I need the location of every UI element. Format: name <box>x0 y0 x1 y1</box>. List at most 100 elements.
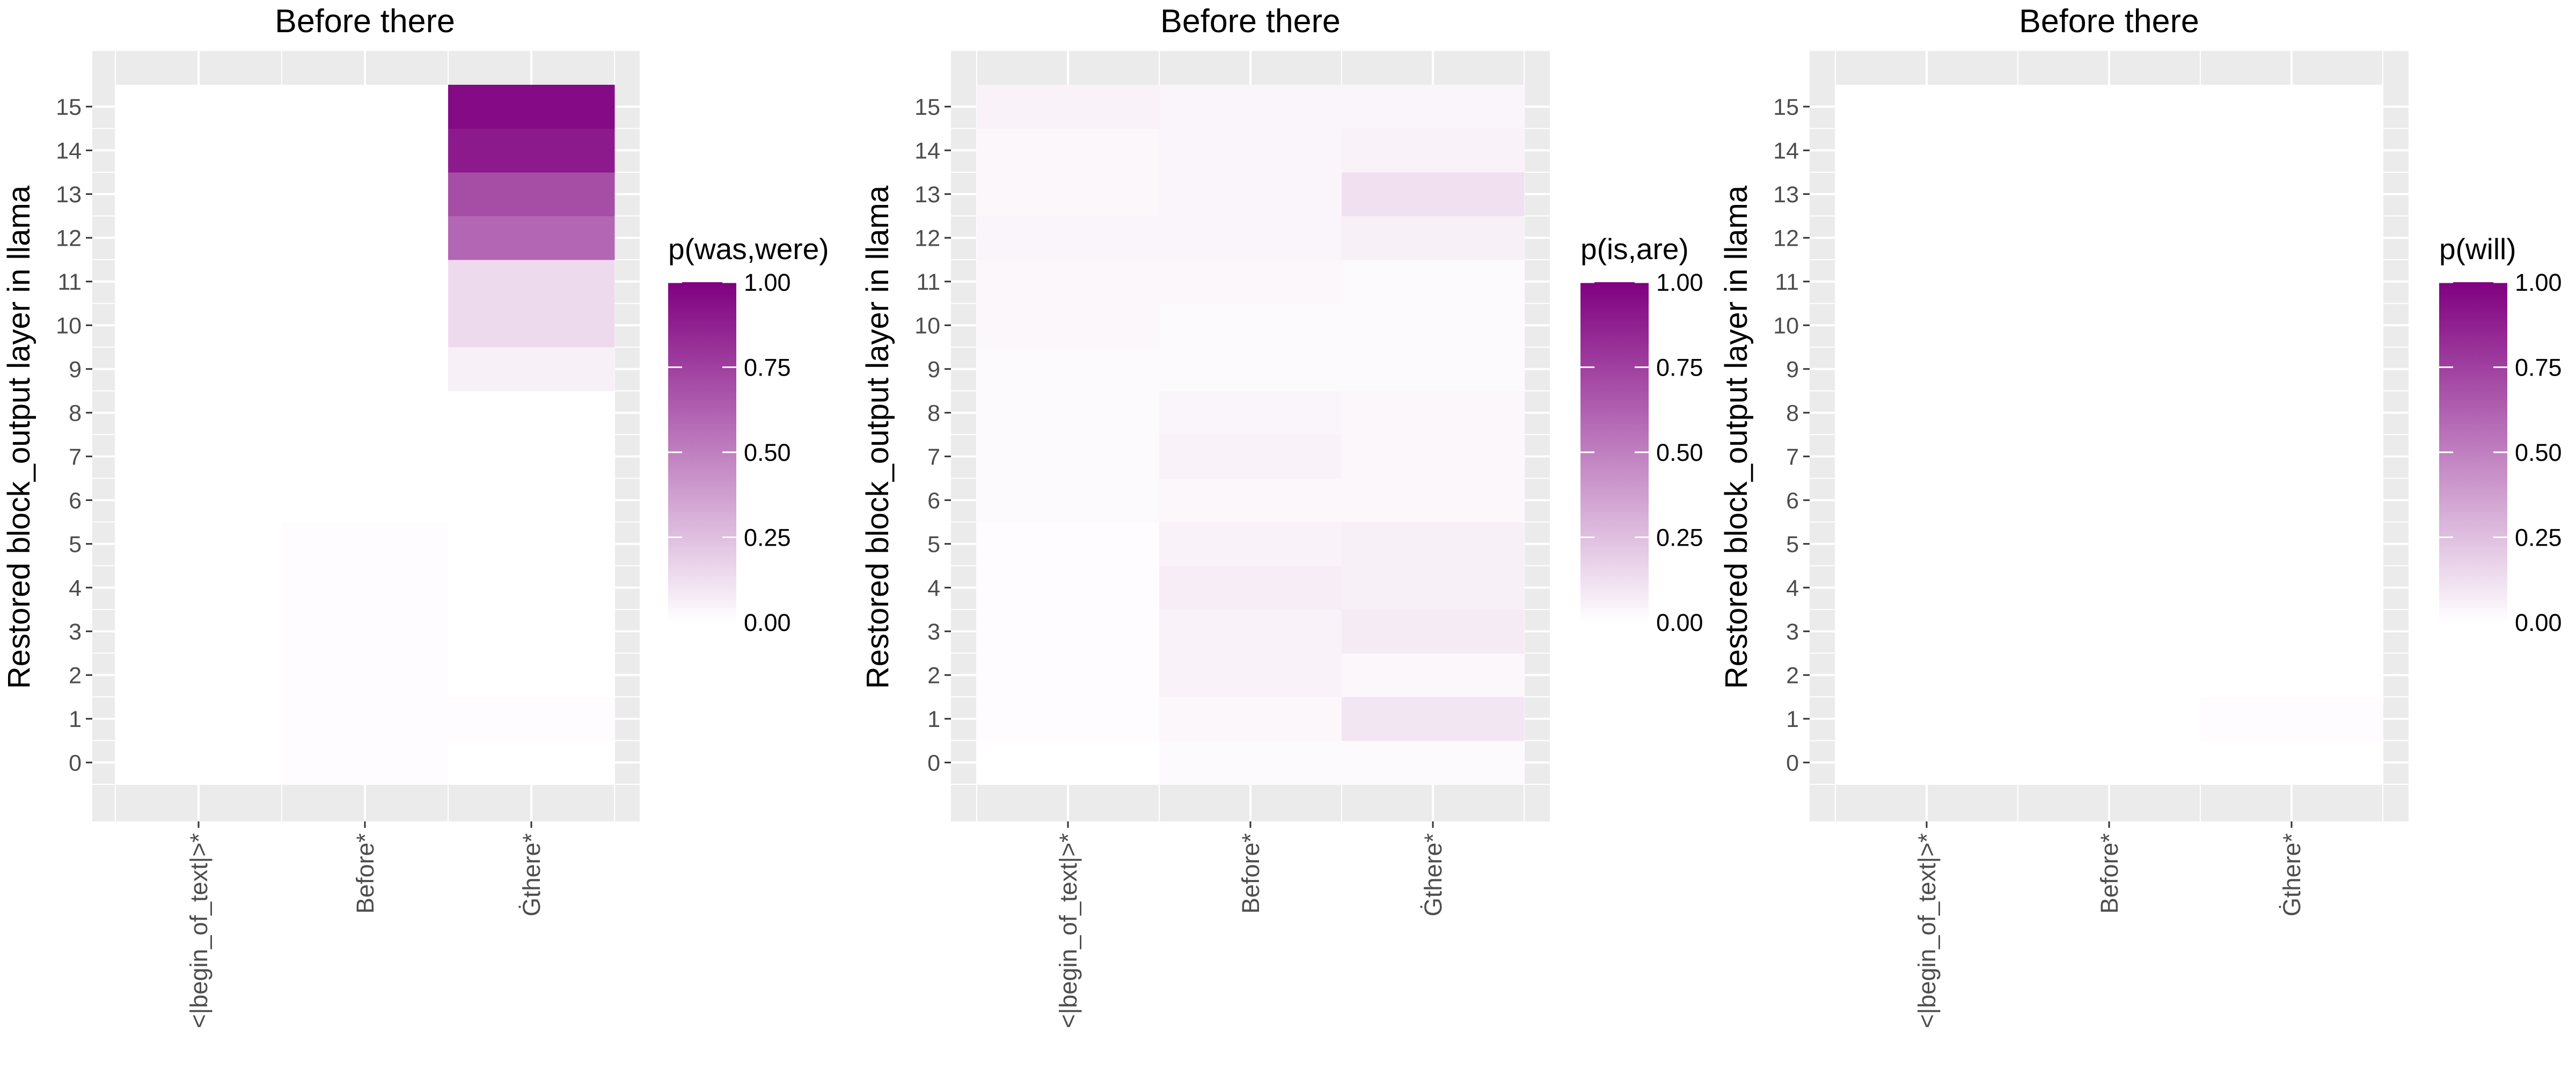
heatmap-panel-3: Before there Restored block_output layer… <box>1719 3 2562 1028</box>
heatmap-cell <box>115 260 282 304</box>
heatmap-cell <box>1159 172 1342 216</box>
heatmap-cell <box>115 435 282 479</box>
heatmap-cell <box>115 391 282 435</box>
heatmap-cell <box>448 697 615 741</box>
heatmap-cell <box>1835 653 2018 697</box>
heatmap-cell <box>448 653 615 697</box>
heatmap-cell <box>977 303 1160 348</box>
y-tick-label: 9 <box>1786 357 1799 383</box>
x-tick-label: Ġthere* <box>518 833 545 916</box>
y-tick-label: 10 <box>1773 313 1799 339</box>
heatmap-cell <box>282 260 449 304</box>
heatmap-panel-1: Before there Restored block_output layer… <box>2 3 829 1028</box>
heatmap-cell <box>448 85 615 129</box>
heatmap-cell <box>2018 303 2201 348</box>
panel-1-title: Before there <box>275 3 455 39</box>
heatmap-cell <box>448 260 615 304</box>
heatmap-cell <box>1835 391 2018 435</box>
heatmap-cell <box>282 435 449 479</box>
heatmap-cell <box>2018 260 2201 304</box>
heatmap-cell <box>1159 347 1342 391</box>
heatmap-cell <box>1342 172 1525 216</box>
y-tick-label: 9 <box>927 357 940 383</box>
heatmap-cell <box>1342 216 1525 260</box>
legend-tick-label: 0.25 <box>1656 524 1703 552</box>
heatmap-cell <box>1342 128 1525 173</box>
heatmap-cell <box>1159 391 1342 435</box>
y-tick-label: 8 <box>1786 400 1799 426</box>
heatmap-cell <box>1835 478 2018 523</box>
heatmap-cell <box>1835 697 2018 741</box>
heatmap-cell <box>1342 565 1525 610</box>
heatmap-cell <box>1835 740 2018 785</box>
heatmap-cell <box>2018 609 2201 653</box>
legend-tick-label: 1.00 <box>2515 269 2562 296</box>
y-tick-label: 2 <box>927 663 940 688</box>
heatmap-cell <box>1159 478 1342 523</box>
heatmap-cell <box>1835 128 2018 173</box>
heatmap-cell <box>1159 435 1342 479</box>
heatmap-cell <box>977 740 1160 785</box>
heatmap-cell <box>2200 478 2383 523</box>
panel-1-cells <box>115 85 615 785</box>
heatmap-cell <box>1159 216 1342 260</box>
heatmap-cell <box>2018 740 2201 785</box>
panel-1-legend-title: p(was,were) <box>668 232 829 266</box>
heatmap-cell <box>1342 347 1525 391</box>
panel-3-legend-ticks: 1.00 0.75 0.50 0.25 0.00 <box>2439 269 2562 636</box>
y-tick-label: 5 <box>69 532 82 557</box>
heatmap-cell <box>2200 216 2383 260</box>
heatmap-cell <box>282 653 449 697</box>
panel-2-cells <box>977 85 1525 785</box>
heatmap-cell <box>1159 697 1342 741</box>
heatmap-cell <box>1835 609 2018 653</box>
y-tick-label: 13 <box>914 182 940 208</box>
heatmap-cell <box>282 740 449 785</box>
heatmap-cell <box>1159 303 1342 348</box>
heatmap-cell <box>115 565 282 610</box>
panel-2-legend-ticks: 1.00 0.75 0.50 0.25 0.00 <box>1580 269 1703 636</box>
heatmap-cell <box>977 609 1160 653</box>
y-tick-label: 11 <box>1775 269 1799 295</box>
legend-tick-label: 0.25 <box>2515 524 2562 552</box>
heatmap-cell <box>2018 172 2201 216</box>
heatmap-cell <box>115 347 282 391</box>
heatmap-cell <box>2018 565 2201 610</box>
heatmap-cell <box>282 85 449 129</box>
y-tick-label: 0 <box>1786 750 1799 776</box>
y-tick-label: 1 <box>927 707 940 732</box>
heatmap-cell <box>2200 260 2383 304</box>
y-tick-label: 2 <box>1786 663 1799 688</box>
heatmap-cell <box>1835 172 2018 216</box>
y-tick-label: 11 <box>57 269 82 295</box>
y-tick-label: 14 <box>56 138 82 164</box>
y-tick-label: 15 <box>914 94 940 120</box>
panel-1-x-ticks: <|begin_of_text|>* Before* Ġthere* <box>185 821 545 1028</box>
x-tick-label: Before* <box>1237 833 1264 914</box>
heatmap-cell <box>282 128 449 173</box>
heatmap-cell <box>282 347 449 391</box>
heatmap-cell <box>448 609 615 653</box>
y-tick-label: 0 <box>69 750 82 776</box>
x-tick-label: Ġthere* <box>1419 833 1447 916</box>
heatmap-cell <box>977 522 1160 566</box>
y-tick-label: 3 <box>1786 619 1799 645</box>
y-tick-label: 14 <box>1773 138 1799 164</box>
y-tick-label: 7 <box>1786 444 1799 470</box>
heatmap-cell <box>448 522 615 566</box>
x-tick-label: Before* <box>2096 833 2123 914</box>
heatmap-cell <box>977 85 1160 129</box>
panel-1-legend-ticks: 1.00 0.75 0.50 0.25 0.00 <box>668 269 791 636</box>
panel-3-title: Before there <box>2019 3 2199 39</box>
legend-tick-label: 1.00 <box>744 269 791 296</box>
heatmap-cell <box>282 565 449 610</box>
heatmap-cell <box>1342 478 1525 523</box>
heatmap-cell <box>1835 347 2018 391</box>
heatmap-cell <box>1342 653 1525 697</box>
heatmap-cell <box>115 697 282 741</box>
y-tick-label: 10 <box>914 313 940 339</box>
heatmap-cell <box>1159 128 1342 173</box>
heatmap-cell <box>115 303 282 348</box>
